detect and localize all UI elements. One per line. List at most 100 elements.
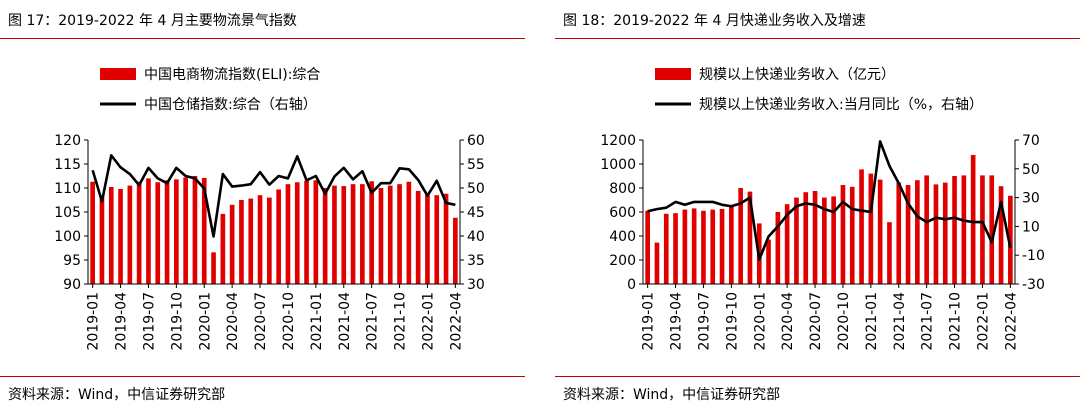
legend-line-label: 规模以上快递业务收入:当月同比（%，右轴） — [699, 97, 983, 113]
bar — [784, 204, 790, 284]
bar — [453, 217, 458, 284]
bar — [146, 178, 151, 284]
bar — [905, 185, 911, 284]
bar — [887, 222, 892, 284]
bar — [877, 179, 883, 284]
y-tick-label-left: 95 — [63, 253, 81, 269]
bar — [443, 193, 449, 284]
y-tick-label-left: 110 — [54, 181, 81, 197]
x-tick-label: 2021-01 — [864, 292, 880, 351]
y-tick-label-right: 30 — [1022, 191, 1040, 207]
figure-17-panel: 图 17：2019-2022 年 4 月主要物流景气指数 中国电商物流指数(EL… — [0, 0, 525, 417]
bar — [747, 191, 753, 284]
bar — [211, 252, 216, 284]
figure-title: 图 18：2019-2022 年 4 月快递业务收入及增速 — [563, 13, 866, 29]
bar — [313, 180, 319, 284]
x-tick-label: 2022-01 — [420, 292, 436, 351]
bar — [99, 195, 105, 284]
y-tick-label-right: 45 — [467, 205, 485, 221]
bar — [952, 176, 957, 284]
y-tick-label-right: 50 — [467, 181, 485, 197]
legend-bar-swatch — [100, 68, 136, 80]
bar — [108, 187, 114, 284]
x-tick-label: 2021-07 — [920, 292, 936, 351]
x-tick-label: 2020-07 — [253, 292, 269, 351]
x-tick-label: 2020-01 — [752, 292, 768, 351]
x-tick-label: 2022-01 — [975, 292, 991, 351]
x-tick-label: 2019-07 — [696, 292, 712, 351]
legend-bar-swatch — [655, 68, 691, 80]
title-rule — [555, 38, 1080, 39]
y-tick-label-left: 90 — [63, 277, 81, 293]
x-tick-label: 2021-07 — [365, 292, 381, 351]
y-tick-label-left: 1200 — [600, 133, 636, 149]
y-tick-label-left: 1000 — [600, 157, 636, 173]
x-tick-label: 2020-07 — [808, 292, 824, 351]
bar — [174, 179, 179, 284]
bar — [304, 180, 309, 284]
x-tick-label: 2019-10 — [169, 292, 185, 351]
y-tick-label-right: 70 — [1022, 133, 1040, 149]
bar — [201, 177, 207, 284]
figure-18-panel: 图 18：2019-2022 年 4 月快递业务收入及增速 规模以上快递业务收入… — [555, 0, 1080, 417]
bar — [192, 176, 198, 284]
bar — [654, 242, 660, 284]
bar — [803, 192, 809, 284]
y-tick-label-left: 120 — [54, 133, 81, 149]
x-tick-label: 2020-10 — [836, 292, 852, 351]
bar — [961, 175, 967, 284]
bar — [970, 155, 976, 284]
bar — [766, 239, 771, 284]
bar — [267, 197, 272, 284]
bar — [369, 181, 374, 284]
bar — [155, 182, 161, 284]
y-tick-label-right: -10 — [1022, 248, 1045, 264]
title-rule — [0, 38, 525, 39]
y-tick-label-right: 40 — [467, 229, 485, 245]
figure-source: 资料来源：Wind，中信证券研究部 — [8, 387, 226, 403]
x-tick-label: 2020-01 — [197, 292, 213, 351]
bar — [322, 188, 328, 284]
bar — [183, 177, 188, 284]
bar — [341, 186, 347, 284]
bar — [942, 182, 948, 284]
bar — [360, 184, 365, 284]
bar — [406, 181, 412, 284]
figure-source: 资料来源：Wind，中信证券研究部 — [563, 387, 781, 403]
y-tick-label-right: 35 — [467, 253, 485, 269]
x-tick-label: 2022-04 — [1003, 292, 1019, 351]
bar — [719, 209, 725, 284]
bar — [350, 184, 356, 284]
x-tick-label: 2021-04 — [337, 292, 353, 351]
bar — [738, 188, 743, 284]
bar — [1008, 195, 1013, 284]
bar — [933, 184, 939, 284]
bar — [989, 175, 995, 284]
bar — [673, 213, 678, 284]
bar — [896, 182, 902, 284]
y-tick-label-left: 105 — [54, 205, 81, 221]
bar — [924, 175, 929, 284]
bar — [794, 197, 799, 284]
bar — [378, 188, 384, 284]
series-line — [647, 140, 1012, 261]
x-tick-label: 2020-04 — [225, 292, 241, 351]
x-tick-label: 2020-10 — [281, 292, 297, 351]
x-tick-label: 2021-10 — [393, 292, 409, 351]
bar — [248, 198, 254, 284]
bar — [90, 181, 95, 284]
bar — [663, 213, 669, 284]
bar — [229, 204, 235, 284]
bar — [701, 210, 706, 284]
y-tick-label-left: 600 — [609, 205, 636, 221]
y-tick-label-right: 60 — [467, 133, 485, 149]
y-tick-label-left: 800 — [609, 181, 636, 197]
bar — [415, 190, 421, 284]
bar — [294, 182, 300, 284]
bar — [868, 173, 874, 284]
bar — [397, 184, 402, 284]
bar — [276, 189, 281, 284]
y-tick-label-right: 50 — [1022, 162, 1040, 178]
bar — [332, 185, 337, 284]
